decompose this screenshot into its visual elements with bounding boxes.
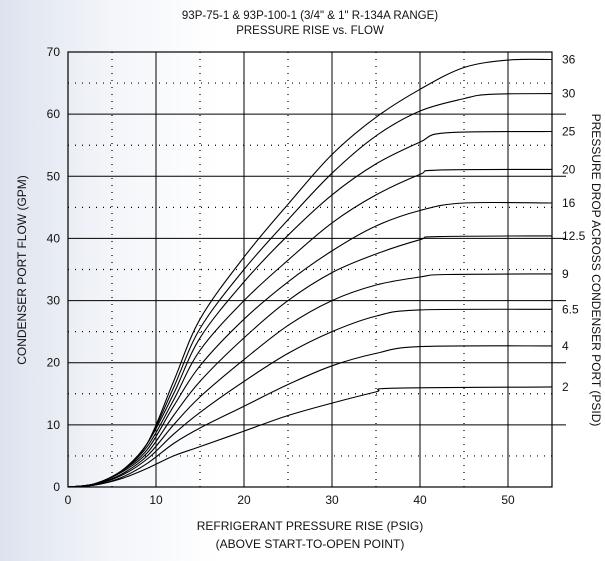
series-label-12-5: 12.5 <box>562 229 586 243</box>
series-label-6-5: 6.5 <box>562 302 579 316</box>
flow-curve-2 <box>67 386 553 488</box>
x-tick-label: 30 <box>325 493 339 507</box>
chart-title: 93P-75-1 & 93P-100-1 (3/4" & 1" R-134A R… <box>182 10 438 22</box>
x-tick-label: 10 <box>149 493 163 507</box>
y-tick-label: 30 <box>47 294 61 308</box>
series-label-30: 30 <box>562 87 576 101</box>
series-label-20: 20 <box>562 162 576 176</box>
y-tick-label: 0 <box>53 480 60 494</box>
y-tick-label: 10 <box>47 418 61 432</box>
x-tick-label: 50 <box>501 493 515 507</box>
series-label-9: 9 <box>562 267 569 281</box>
flow-curves <box>67 58 553 488</box>
grid <box>68 52 566 487</box>
y-tick-label: 40 <box>47 231 61 245</box>
flow-curve-36 <box>67 58 553 488</box>
series-label-4: 4 <box>562 339 569 353</box>
series-labels: 36 30 25 20 16 12.5 9 6.5 4 2 <box>562 52 586 393</box>
series-label-2: 2 <box>562 380 569 394</box>
flow-curve-4 <box>67 345 553 488</box>
y2-axis-label: PRESSURE DROP ACROSS CONDENSER PORT (PSI… <box>589 114 603 427</box>
flow-curve-9 <box>67 273 553 488</box>
chart-subtitle: PRESSURE RISE vs. FLOW <box>236 25 384 37</box>
flow-curve-16 <box>67 201 553 488</box>
y-tick-label: 50 <box>47 169 61 183</box>
y-tick-label: 70 <box>47 45 61 59</box>
flow-curve-20 <box>67 168 553 488</box>
y-tick-label: 20 <box>47 356 61 370</box>
y-axis-label: CONDENSER PORT FLOW (GPM) <box>15 175 29 365</box>
series-label-36: 36 <box>562 52 576 66</box>
x-tick-labels: 0 10 20 30 40 50 <box>65 493 515 507</box>
series-label-25: 25 <box>562 125 576 139</box>
series-label-16: 16 <box>562 196 576 210</box>
y-tick-labels: 0 10 20 30 40 50 60 70 <box>47 45 61 494</box>
y-tick-label: 60 <box>47 107 61 121</box>
flow-curve-12-5 <box>67 235 553 488</box>
x-tick-label: 20 <box>237 493 251 507</box>
flow-curve-6-5 <box>67 308 553 488</box>
plot-frame <box>67 51 553 488</box>
flow-curve-30 <box>67 93 553 488</box>
x-axis-label: REFRIGERANT PRESSURE RISE (PSIG) <box>197 519 423 533</box>
x-tick-label: 40 <box>413 493 427 507</box>
x-tick-label: 0 <box>65 493 72 507</box>
x-axis-sublabel: (ABOVE START-TO-OPEN POINT) <box>216 537 405 551</box>
